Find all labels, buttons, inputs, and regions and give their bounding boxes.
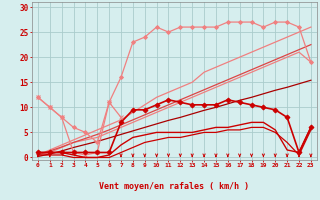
X-axis label: Vent moyen/en rafales ( km/h ): Vent moyen/en rafales ( km/h ) [100, 182, 249, 191]
